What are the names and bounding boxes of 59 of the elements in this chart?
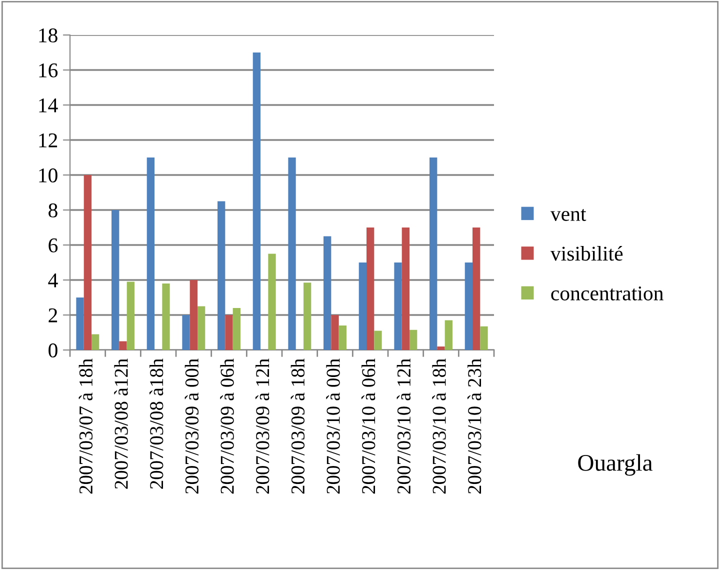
- x-tick-label: 2007/03/09 à 00h: [184, 358, 199, 494]
- bar: [252, 52, 261, 350]
- bar: [409, 330, 418, 350]
- bar: [402, 228, 410, 350]
- x-tick-label: 2007/03/10 à 18h: [432, 358, 446, 494]
- x-tick-label: 2007/03/10 à 12h: [396, 358, 411, 494]
- bar: [444, 320, 452, 350]
- y-tick-label: 10: [39, 168, 58, 182]
- y-tick-label: 16: [39, 63, 58, 78]
- bar: [197, 306, 206, 350]
- y-tick-label: 18: [39, 28, 58, 42]
- y-tick-label: 0: [48, 343, 58, 358]
- y-tick-label: 14: [39, 98, 58, 112]
- bar: [366, 228, 374, 350]
- x-tick-label: 2007/03/08 à18h: [149, 358, 164, 489]
- legend-label: vent: [550, 209, 586, 221]
- bar: [288, 158, 296, 350]
- y-tick-label: 12: [39, 133, 58, 148]
- bar: [232, 308, 240, 350]
- bar: [84, 175, 92, 350]
- x-tick-label: 2007/03/10 à 06h: [361, 358, 376, 494]
- y-tick-label: 2: [48, 308, 58, 322]
- bar: [358, 262, 367, 350]
- bar: [374, 330, 382, 350]
- bar: [303, 282, 312, 350]
- x-tick-label: 2007/03/07 à 18h: [78, 358, 93, 494]
- x-tick-label: 2007/03/09 à 06h: [220, 358, 234, 494]
- bar: [338, 326, 346, 350]
- bar: [182, 315, 190, 350]
- y-tick-label: 6: [48, 238, 58, 252]
- legend-label: concentration: [551, 286, 664, 300]
- bar: [91, 334, 100, 350]
- legend-label: visibilité: [550, 246, 623, 261]
- bar: [126, 282, 134, 350]
- bar: [112, 210, 120, 350]
- bar: [430, 158, 438, 350]
- bar: [76, 298, 84, 350]
- bar: [146, 158, 155, 350]
- bar: [331, 315, 339, 350]
- x-tick-label: 2007/03/08 à12h: [114, 358, 128, 489]
- y-tick-label: 4: [48, 274, 58, 288]
- bar: [218, 201, 226, 350]
- x-tick-label: 2007/03/10 à 00h: [326, 358, 340, 494]
- y-tick-label: 8: [48, 203, 58, 218]
- bar: [162, 284, 170, 350]
- bar: [437, 346, 445, 350]
- x-tick-label: 2007/03/09 à 18h: [290, 358, 305, 494]
- bar: [190, 280, 198, 350]
- bar: [268, 254, 276, 350]
- bar: [324, 236, 332, 350]
- bar: [119, 341, 127, 350]
- bar: [472, 228, 480, 350]
- bar: [464, 262, 473, 350]
- bar: [480, 326, 488, 350]
- x-tick-label: 2007/03/10 à 23h: [467, 358, 482, 494]
- x-tick-label: 2007/03/09 à 12h: [255, 358, 270, 494]
- bar: [225, 315, 233, 350]
- bar: [394, 262, 402, 350]
- text: Ouargla: [578, 454, 652, 476]
